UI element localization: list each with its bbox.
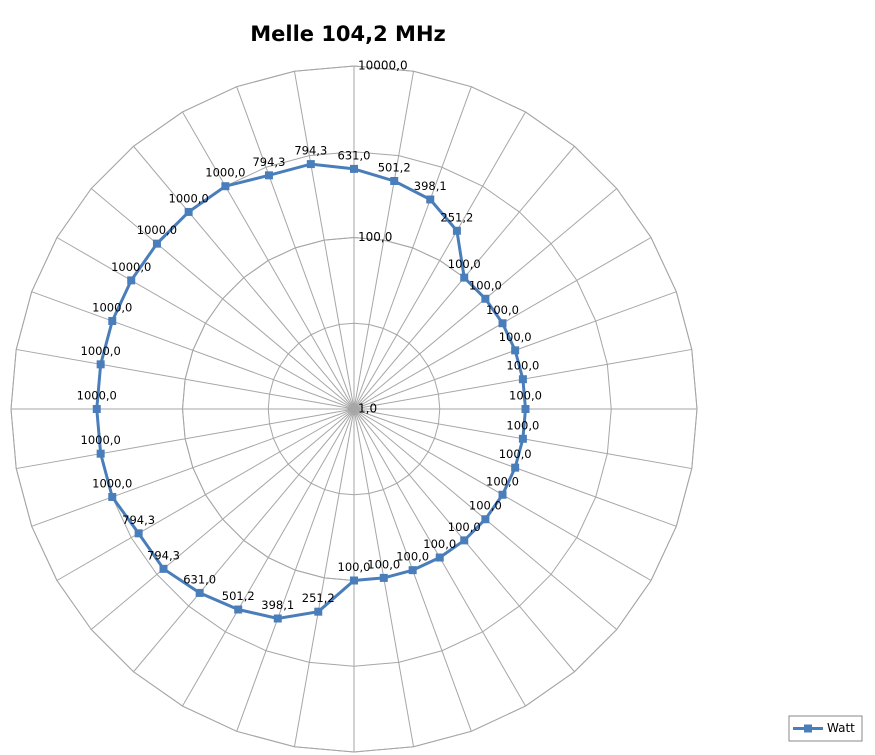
marker [159, 564, 168, 573]
marker [435, 553, 444, 562]
marker [460, 273, 469, 282]
y-tick-label: 1,0 [358, 402, 377, 416]
data-label: 398,1 [414, 179, 447, 193]
marker [498, 319, 507, 328]
legend-label: Watt [827, 721, 855, 735]
marker [511, 346, 520, 355]
marker [498, 490, 507, 499]
data-label: 794,3 [122, 513, 155, 527]
marker [379, 573, 388, 582]
data-label: 100,0 [509, 389, 542, 403]
data-label: 100,0 [367, 557, 400, 571]
marker [96, 360, 105, 369]
data-label: 631,0 [183, 572, 216, 586]
data-label: 1000,0 [169, 191, 209, 205]
marker [152, 239, 161, 248]
marker [408, 566, 417, 575]
data-label: 794,3 [147, 548, 180, 562]
marker [108, 317, 117, 326]
marker [306, 160, 315, 169]
marker [108, 492, 117, 501]
marker [134, 529, 143, 538]
data-label: 100,0 [499, 447, 532, 461]
marker [96, 449, 105, 458]
grid-line [10, 65, 698, 753]
legend-marker [804, 724, 812, 733]
data-label: 794,3 [252, 155, 285, 169]
data-label: 100,0 [396, 550, 429, 564]
marker [273, 614, 282, 623]
data-label: 100,0 [448, 257, 481, 271]
data-label: 1000,0 [111, 260, 151, 274]
marker [184, 207, 193, 216]
data-label: 398,1 [261, 598, 294, 612]
data-label: 100,0 [486, 303, 519, 317]
data-label: 1000,0 [92, 476, 132, 490]
data-label: 100,0 [506, 359, 539, 373]
data-label: 100,0 [469, 278, 502, 292]
marker [221, 182, 230, 191]
data-label: 100,0 [448, 520, 481, 534]
marker [481, 515, 490, 524]
marker [350, 164, 358, 173]
marker [481, 294, 490, 303]
data-label: 631,0 [338, 148, 371, 162]
marker [127, 276, 136, 285]
marker [350, 576, 358, 585]
data-label: 251,2 [302, 591, 335, 605]
data-label: 100,0 [469, 499, 502, 513]
marker [390, 176, 399, 185]
marker [234, 605, 243, 614]
y-tick-label: 10000,0 [358, 59, 408, 73]
marker [518, 375, 527, 384]
data-label: 100,0 [499, 330, 532, 344]
data-label: 1000,0 [137, 223, 177, 237]
data-label: 251,2 [440, 210, 473, 224]
marker [426, 195, 435, 204]
marker [195, 588, 204, 597]
marker [521, 405, 530, 413]
data-label: 1000,0 [92, 301, 132, 315]
data-label: 1000,0 [77, 389, 117, 403]
marker [314, 607, 323, 616]
data-label: 501,2 [222, 589, 255, 603]
y-tick-label: 100,0 [358, 230, 392, 244]
marker [511, 463, 520, 472]
data-label: 501,2 [378, 160, 411, 174]
chart-title: Melle 104,2 MHz [250, 22, 446, 46]
marker [518, 434, 527, 443]
marker [460, 536, 469, 545]
marker [264, 171, 273, 180]
marker [452, 226, 461, 235]
data-label: 1000,0 [205, 166, 245, 180]
data-label: 100,0 [486, 474, 519, 488]
marker [92, 405, 101, 413]
data-label: 794,3 [294, 144, 327, 158]
data-label: 100,0 [338, 560, 371, 574]
data-label: 1000,0 [81, 344, 121, 358]
data-label: 100,0 [423, 537, 456, 551]
data-label: 1000,0 [81, 433, 121, 447]
data-label: 100,0 [506, 418, 539, 432]
